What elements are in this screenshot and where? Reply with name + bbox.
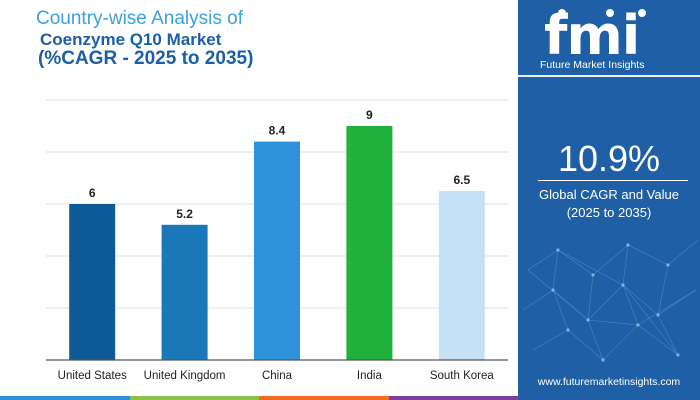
strip-segment (129, 396, 259, 400)
category-label: South Korea (430, 370, 495, 382)
category-label: China (262, 370, 293, 382)
category-label: United States (58, 370, 127, 382)
logo-subtitle: Future Market Insights (540, 59, 645, 71)
value-label: 8.4 (269, 124, 286, 138)
bar-china (254, 141, 300, 360)
strip-segment (259, 396, 389, 400)
category-label: United Kingdom (144, 370, 226, 382)
value-label: 6.5 (453, 173, 470, 187)
value-label: 9 (366, 108, 373, 122)
bars (69, 126, 485, 360)
logo-emblem-icon (558, 9, 646, 17)
fmi-logo: fmi (544, 4, 640, 67)
value-label: 5.2 (176, 207, 193, 221)
logo-divider (518, 75, 700, 77)
bar-india (346, 126, 393, 360)
website-link[interactable]: www.futuremarketinsights.com (537, 376, 681, 388)
headline-value: 10.9% (557, 138, 661, 179)
chart-title-line-1: Country-wise Analysis of (36, 8, 243, 29)
bar-united-states (69, 204, 116, 360)
bar-chart: 6 5.2 8.4 9 6.5 United States United Kingdom C… (46, 99, 508, 382)
category-labels: United States United Kingdom China India Sou… (58, 370, 495, 382)
summary-panel: fmi Future Market Insights 10.9% Global … (518, 0, 700, 400)
chart-title-line-2: Coenzyme Q10 Market (40, 30, 222, 49)
category-label: India (357, 370, 383, 382)
strip-segment (0, 396, 130, 400)
chart-title-line-3: (%CAGR - 2025 to 2035) (38, 48, 254, 69)
strip-segment (388, 396, 518, 400)
bar-united-kingdom (161, 224, 208, 360)
value-labels: 6 5.2 8.4 9 6.5 (89, 108, 471, 221)
headline-caption: Global CAGR and Value (2025 to 2035) (539, 187, 679, 220)
bar-south-korea (438, 191, 485, 360)
value-label: 6 (89, 186, 96, 200)
network-decoration (522, 239, 699, 362)
value-divider (538, 180, 688, 181)
